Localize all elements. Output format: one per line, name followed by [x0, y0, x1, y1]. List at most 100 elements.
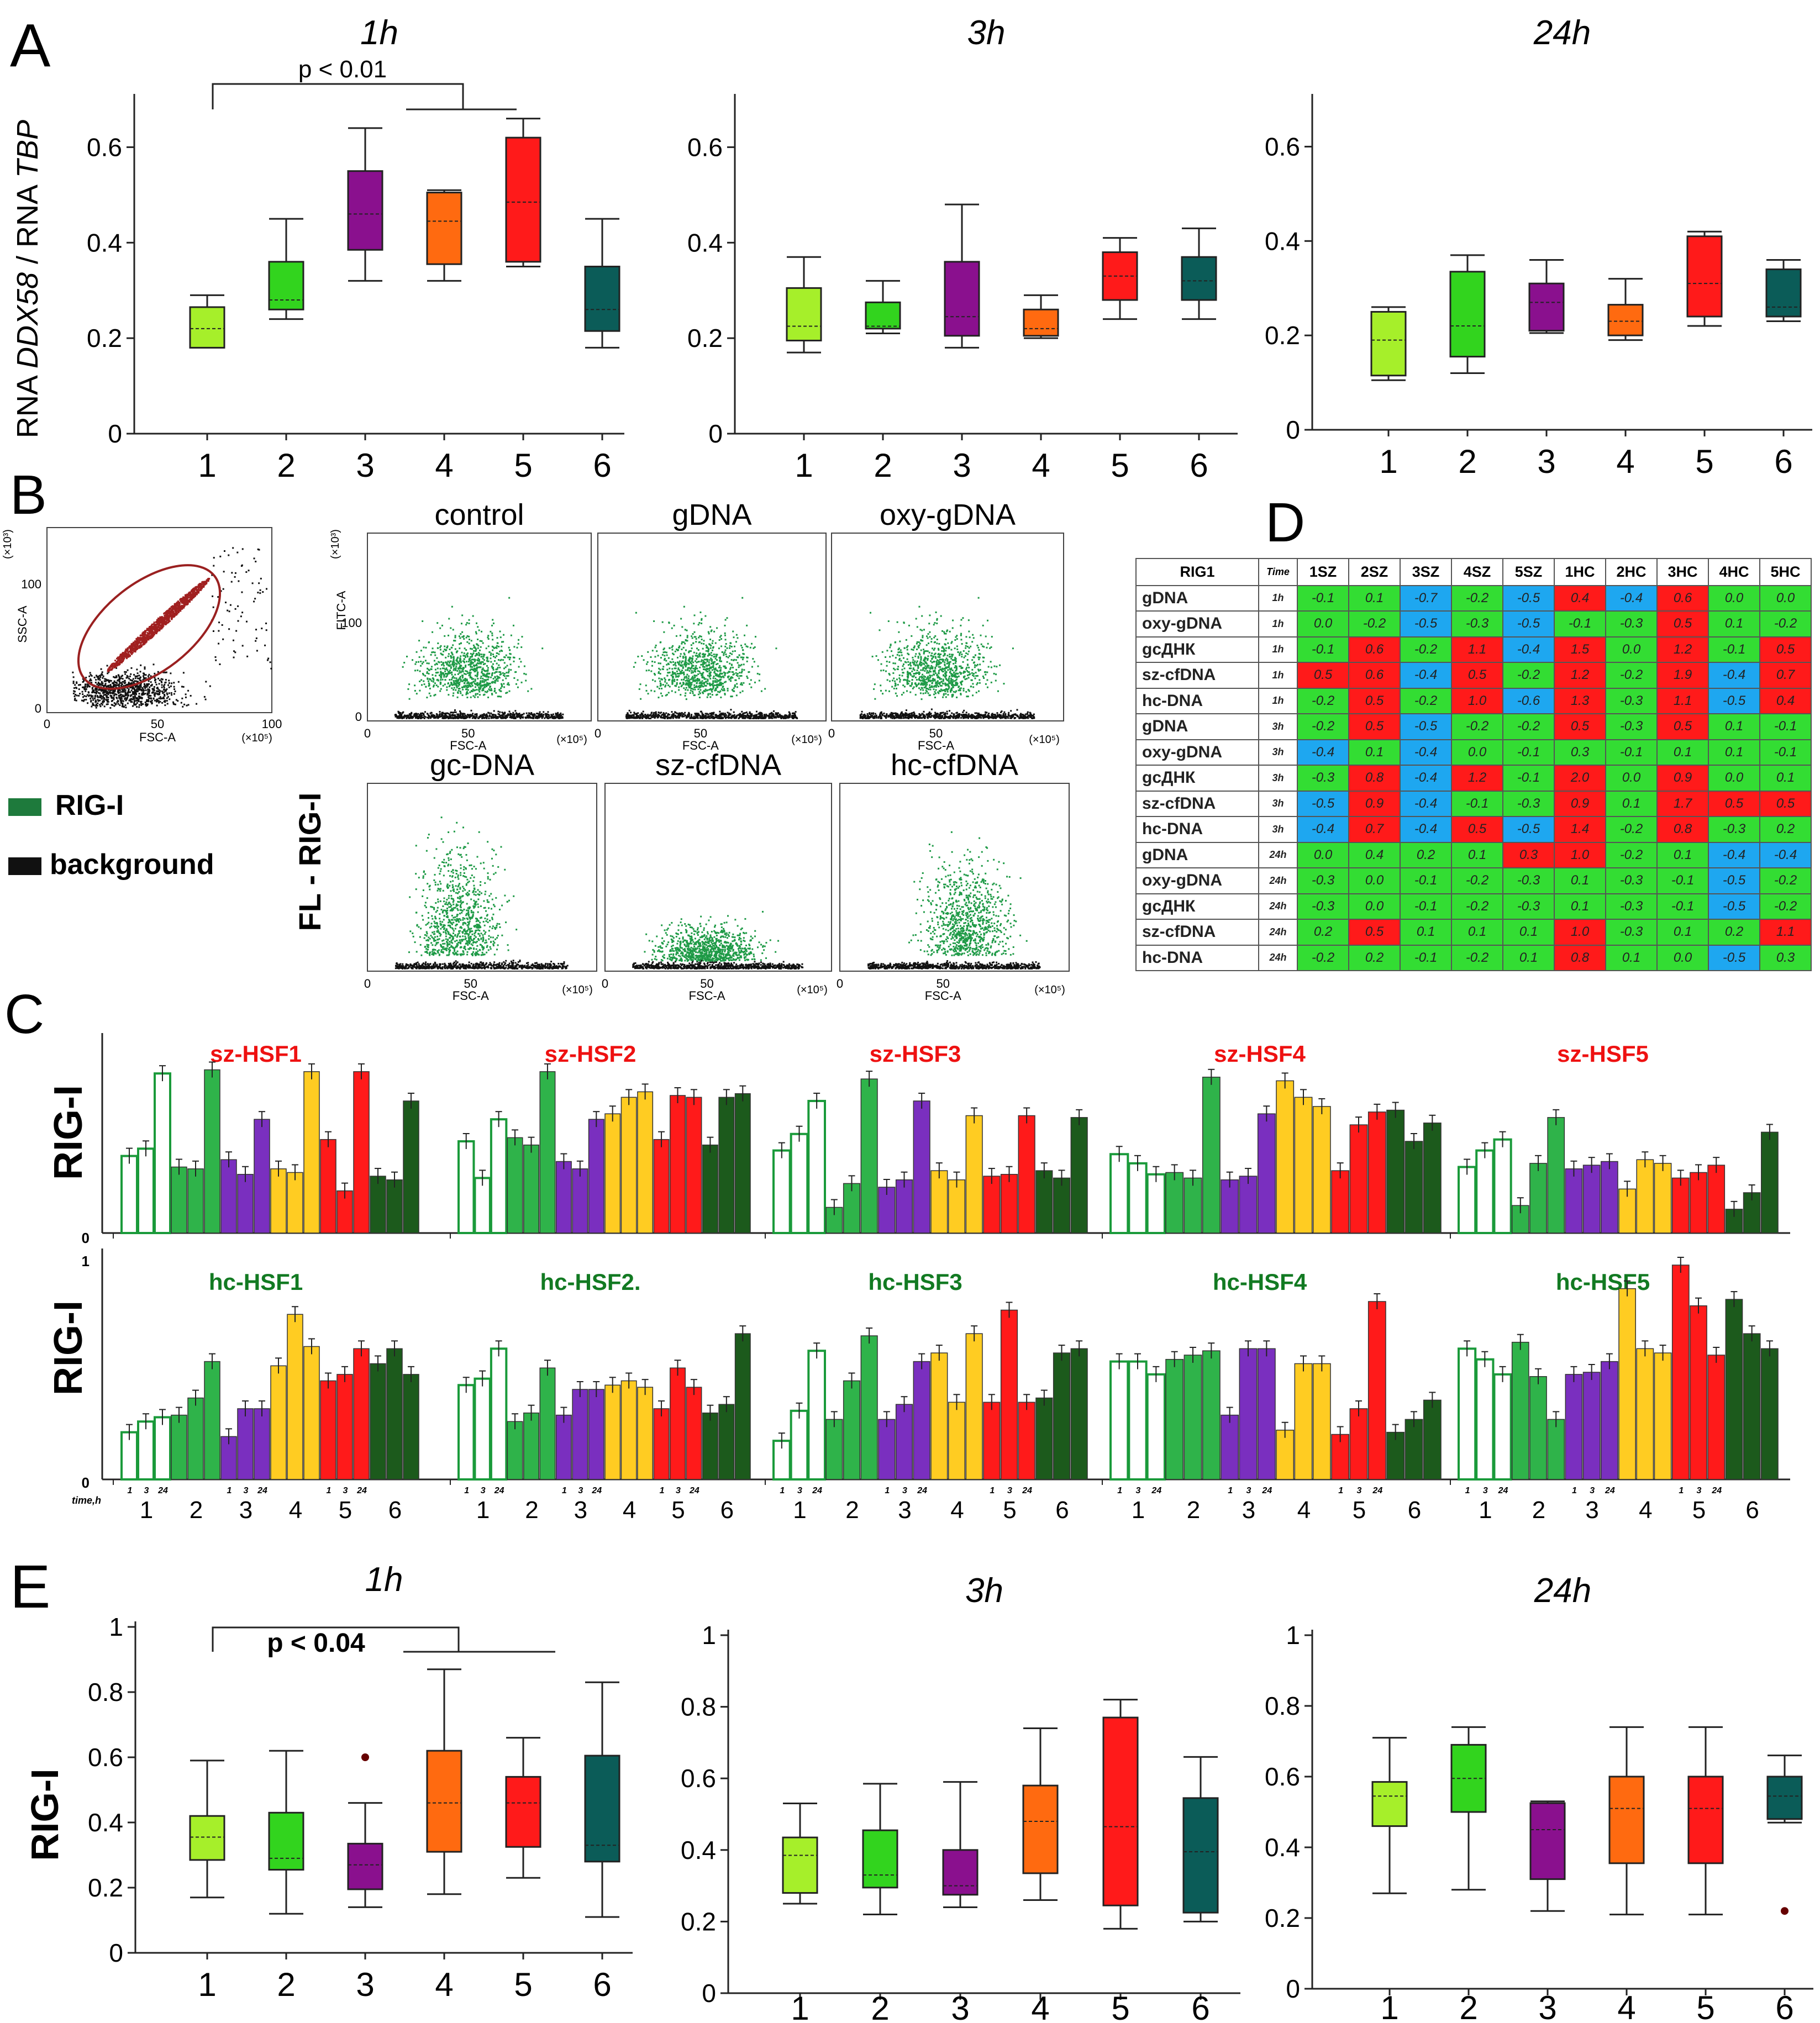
background-event — [135, 676, 138, 678]
rig-i-event — [450, 627, 452, 629]
gating-y-tick: 100 — [21, 577, 41, 591]
background-event — [716, 715, 718, 718]
gated-event — [187, 600, 189, 603]
rig-i-event — [497, 658, 499, 661]
background-event — [466, 714, 469, 716]
rig-i-event — [435, 662, 438, 665]
rig-i-event — [455, 665, 457, 667]
background-event — [555, 713, 557, 715]
rig-i-event — [453, 664, 455, 666]
background-event — [461, 715, 464, 718]
background-event — [509, 713, 512, 715]
rig-i-event — [467, 656, 469, 658]
background-event — [513, 713, 515, 715]
background-event — [732, 715, 734, 718]
background-event — [151, 688, 154, 690]
gated-event — [208, 578, 211, 580]
background-event — [651, 716, 654, 718]
rig-i-event — [470, 668, 472, 671]
background-event — [106, 665, 108, 667]
background-event — [443, 715, 445, 717]
outlier-event — [221, 624, 223, 626]
rig-i-event — [440, 671, 442, 673]
background-event — [159, 696, 161, 698]
background-event — [161, 681, 163, 683]
box-chart-title: 1h — [365, 1561, 403, 1599]
background-event — [117, 699, 119, 702]
background-event — [749, 712, 751, 714]
gated-event — [183, 607, 185, 609]
rig-i-event — [466, 687, 469, 689]
gate-ellipse — [77, 564, 222, 690]
background-event — [72, 671, 74, 673]
rig-i-event — [478, 688, 481, 691]
gated-event — [158, 628, 160, 630]
background-event — [678, 714, 680, 717]
gated-event — [173, 615, 176, 618]
gated-event — [111, 663, 113, 666]
background-event — [127, 691, 129, 693]
gated-event — [140, 639, 143, 641]
background-event — [528, 715, 530, 718]
rig-i-event — [440, 661, 443, 663]
background-event — [126, 675, 128, 677]
rig-i-event — [441, 654, 444, 656]
rig-i-event — [496, 647, 498, 649]
rig-i-event — [486, 673, 488, 676]
rig-i-event — [467, 652, 469, 655]
background-event — [789, 713, 791, 715]
background-event — [150, 701, 152, 703]
background-event — [420, 716, 423, 718]
x-tick-label: 3 — [1537, 443, 1555, 480]
box-chart-title: 24h — [1533, 14, 1591, 52]
time-axis-label: time,h — [72, 1495, 101, 1506]
background-event — [122, 691, 124, 693]
background-event — [94, 688, 97, 690]
gating-x-label: FSC-A — [139, 730, 176, 744]
rig-i-event — [465, 666, 467, 668]
background-event — [519, 714, 522, 717]
outlier-event — [254, 598, 256, 600]
rig-i-event — [508, 658, 511, 661]
rig-i-event — [496, 668, 498, 670]
background-event — [510, 715, 512, 718]
gated-event — [175, 614, 177, 616]
background-event — [135, 697, 138, 699]
background-event — [792, 715, 795, 718]
rig-i-event — [472, 653, 474, 655]
background-event — [768, 714, 770, 717]
background-event — [689, 717, 691, 719]
rig-i-event — [469, 659, 471, 661]
background-event — [542, 714, 544, 717]
rig-i-event — [485, 674, 487, 676]
gated-event — [171, 610, 173, 613]
background-event — [760, 713, 762, 715]
background-event — [76, 681, 78, 683]
background-event — [75, 687, 77, 689]
background-event — [404, 715, 407, 718]
background-event — [549, 716, 551, 718]
rig-i-event — [459, 670, 461, 672]
rig-i-event — [478, 662, 481, 664]
background-event — [110, 685, 112, 687]
background-event — [135, 685, 137, 687]
background-event — [163, 691, 165, 693]
rig-i-event — [460, 680, 462, 682]
background-event — [106, 703, 108, 705]
rig-i-event — [441, 672, 443, 674]
outlier-event — [267, 657, 270, 660]
gated-event — [179, 599, 181, 601]
gating-y-label: SSC-A — [15, 605, 29, 643]
background-event — [765, 717, 767, 719]
background-event — [106, 685, 108, 687]
background-event — [420, 713, 422, 715]
rig-i-event — [475, 647, 477, 649]
gated-event — [178, 608, 181, 610]
rig-i-event — [453, 656, 455, 658]
background-event — [401, 717, 403, 719]
background-event — [110, 695, 112, 697]
background-event — [429, 717, 432, 719]
background-event — [711, 712, 713, 714]
background-event — [626, 714, 628, 716]
background-event — [119, 698, 122, 700]
